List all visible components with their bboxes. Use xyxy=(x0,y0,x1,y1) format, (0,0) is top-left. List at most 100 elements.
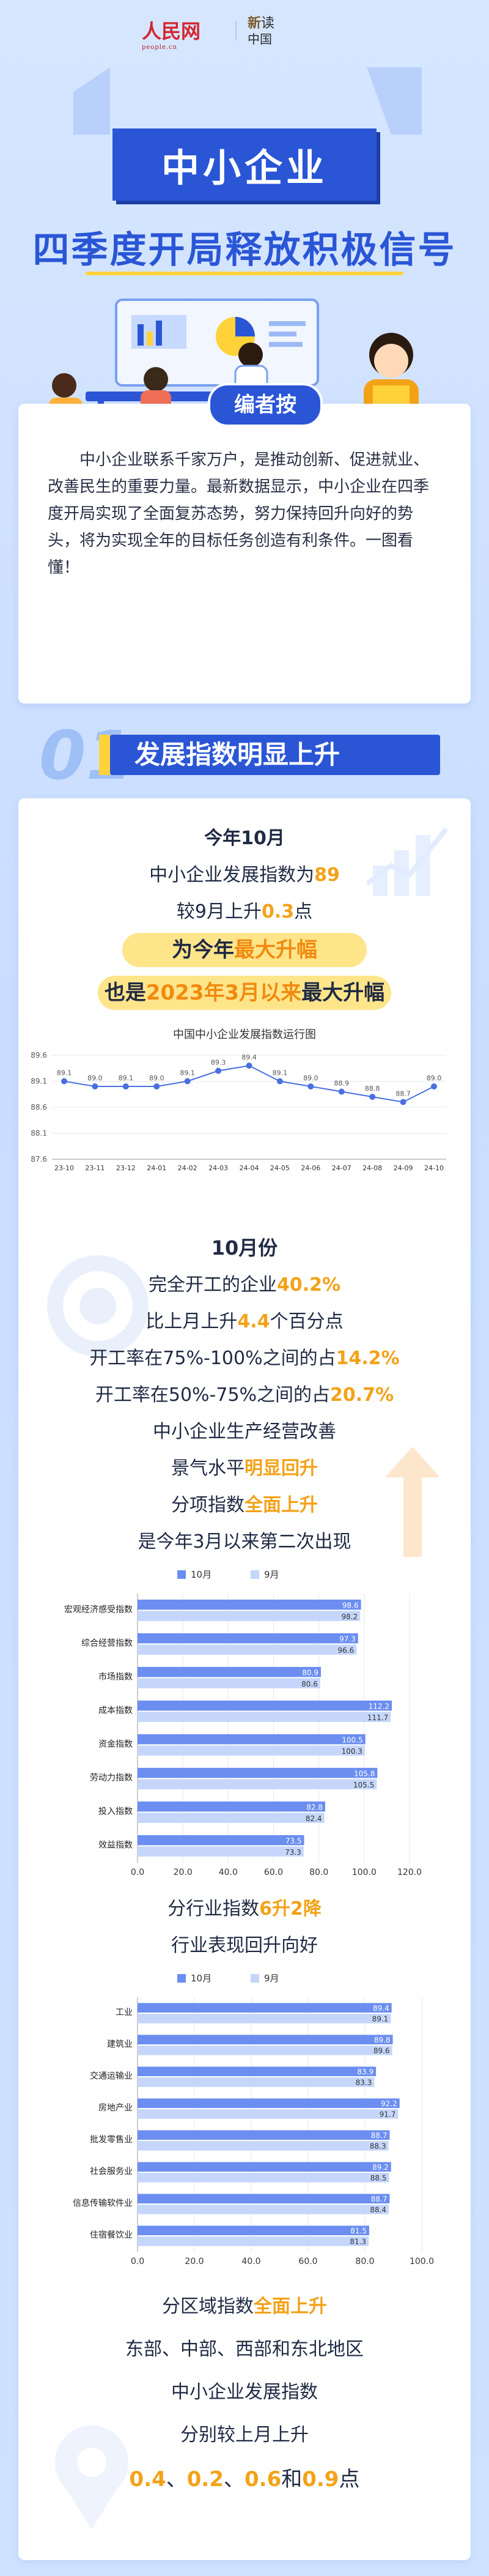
x-tick-label: 24-06 xyxy=(301,1164,320,1172)
category-label: 社会服务业 xyxy=(90,2167,133,2177)
region-line-c: 中小企业发展指数 xyxy=(171,2381,318,2403)
bar-value-sep: 98.2 xyxy=(341,1613,358,1621)
data-label: 89.0 xyxy=(303,1074,318,1082)
month-label: 今年10月 xyxy=(204,828,285,849)
region-line-d: 分别较上月上升 xyxy=(180,2424,309,2446)
category-label: 批发零售业 xyxy=(90,2135,133,2145)
data-point xyxy=(307,1083,314,1089)
y-tick-label: 88.6 xyxy=(31,1103,47,1112)
x-tick-label: 100.0 xyxy=(410,2257,434,2266)
bar-value-sep: 88.3 xyxy=(370,2142,386,2151)
bar-sep xyxy=(138,2140,389,2151)
bar-oct xyxy=(138,1767,378,1778)
region-line-e: 0.4、0.2、0.6和0.9点 xyxy=(129,2467,360,2492)
title-decor xyxy=(73,67,422,135)
data-label: 89.3 xyxy=(211,1059,226,1067)
industry-bar-chart: 10月 9月 0.0 20.0 40.0 60.0 80.0 100.0 工业 89.4 89.1 建… xyxy=(73,1973,434,2266)
bar-sep xyxy=(138,1779,377,1789)
oct-line-f: 景气水平明显回升 xyxy=(171,1458,318,1479)
x-tick-label: 23-11 xyxy=(85,1164,105,1172)
industry-line-b: 行业表现回升向好 xyxy=(171,1935,318,1956)
bar-oct xyxy=(138,1666,322,1677)
series-line xyxy=(64,1064,435,1103)
bar-value-sep: 100.3 xyxy=(342,1747,362,1756)
bar-oct xyxy=(138,1835,304,1846)
section-01-card: 今年10月 中小企业发展指数为89 较9月上升0.3点 为今年最大升幅 也是20… xyxy=(18,798,471,2560)
bar-value-sep: 111.7 xyxy=(367,1713,388,1722)
region-line-b: 东部、中部、西部和东北地区 xyxy=(125,2339,364,2360)
bar-sep xyxy=(138,1846,304,1857)
bar-value-sep: 105.5 xyxy=(353,1781,374,1789)
category-label: 工业 xyxy=(116,2008,133,2017)
bar-value-oct: 92.2 xyxy=(381,2099,397,2108)
bar-sep xyxy=(138,2236,369,2246)
oct-line-a: 完全开工的企业40.2% xyxy=(148,1274,341,1296)
x-tick-label: 80.0 xyxy=(309,1868,328,1877)
bar-oct xyxy=(138,1801,326,1812)
editor-tag: 编者按 xyxy=(208,383,323,427)
category-label: 房地产业 xyxy=(98,2103,133,2113)
x-tick-label: 40.0 xyxy=(219,1868,238,1877)
oct-line-c: 开工率在75%-100%之间的占14.2% xyxy=(89,1348,400,1369)
data-point xyxy=(400,1099,406,1105)
main-title: 中小企业 xyxy=(112,128,377,201)
category-label: 综合经营指数 xyxy=(81,1638,133,1648)
category-label: 交通运输业 xyxy=(90,2071,133,2081)
category-label: 资金指数 xyxy=(98,1739,133,1749)
x-tick-label: 0.0 xyxy=(131,1868,144,1877)
category-label: 劳动力指数 xyxy=(90,1773,133,1783)
category-label: 建筑业 xyxy=(107,2040,133,2049)
people-logo: 人民网 people.cn xyxy=(142,20,201,51)
x-tick-label: 23-10 xyxy=(54,1164,74,1172)
bar-oct xyxy=(138,2130,390,2140)
bar-value-sep: 88.4 xyxy=(370,2206,386,2214)
category-label: 市场指数 xyxy=(98,1671,133,1682)
data-label: 89.1 xyxy=(57,1069,72,1077)
bar-value-oct: 98.6 xyxy=(342,1601,359,1609)
category-label: 效益指数 xyxy=(98,1840,133,1850)
industry-line-a: 分行业指数6升2降 xyxy=(167,1898,322,1920)
x-tick-label: 60.0 xyxy=(298,2257,317,2266)
partner-logo: 新读 中国 xyxy=(248,15,275,46)
oct-line-e: 中小企业生产经营改善 xyxy=(153,1421,336,1442)
bar-value-sep: 89.6 xyxy=(373,2047,390,2055)
map-pin-icon xyxy=(55,2426,128,2530)
bar-oct xyxy=(138,2098,400,2108)
bar-oct xyxy=(138,1633,358,1644)
data-label: 88.7 xyxy=(395,1090,411,1098)
increase-line: 较9月上升0.3点 xyxy=(176,901,313,922)
bar-value-sep: 73.3 xyxy=(285,1848,301,1857)
x-tick-label: 24-09 xyxy=(394,1164,413,1172)
x-tick-label: 40.0 xyxy=(241,2257,260,2266)
bar-value-oct: 89.4 xyxy=(373,2004,389,2013)
bar-sep xyxy=(138,2204,389,2214)
x-tick-label: 100.0 xyxy=(352,1868,377,1877)
category-label: 成本指数 xyxy=(98,1706,133,1715)
bar-sep xyxy=(138,2013,391,2024)
data-point xyxy=(246,1063,252,1069)
y-tick-label: 88.1 xyxy=(31,1129,47,1138)
section-title: 发展指数明显上升 xyxy=(99,735,440,775)
data-point xyxy=(61,1078,67,1085)
title-block: 中小企业 四季度开局释放积极信号 xyxy=(0,128,489,275)
bar-value-oct: 97.3 xyxy=(339,1635,356,1643)
bar-oct xyxy=(138,2162,391,2172)
bar-sep xyxy=(138,2172,389,2183)
bar-oct xyxy=(138,2035,393,2044)
bar-sep xyxy=(138,2077,375,2087)
section-01-header: 01 发展指数明显上升 xyxy=(18,722,471,789)
legend-swatch-sep xyxy=(251,1974,259,1983)
up-arrow-icon xyxy=(385,1447,440,1557)
data-label: 89.1 xyxy=(273,1069,288,1077)
bar-value-oct: 73.5 xyxy=(285,1836,302,1845)
x-tick-label: 0.0 xyxy=(131,2257,144,2266)
bar-sep xyxy=(138,1745,365,1756)
bar-value-sep: 82.4 xyxy=(306,1814,322,1823)
data-point xyxy=(92,1083,98,1089)
legend-swatch-oct xyxy=(177,1974,186,1983)
bar-oct xyxy=(138,2194,390,2203)
y-tick-label: 89.1 xyxy=(31,1077,47,1086)
bar-value-oct: 83.9 xyxy=(357,2068,373,2076)
bar-value-sep: 81.3 xyxy=(350,2238,366,2246)
x-tick-label: 24-08 xyxy=(362,1164,382,1172)
